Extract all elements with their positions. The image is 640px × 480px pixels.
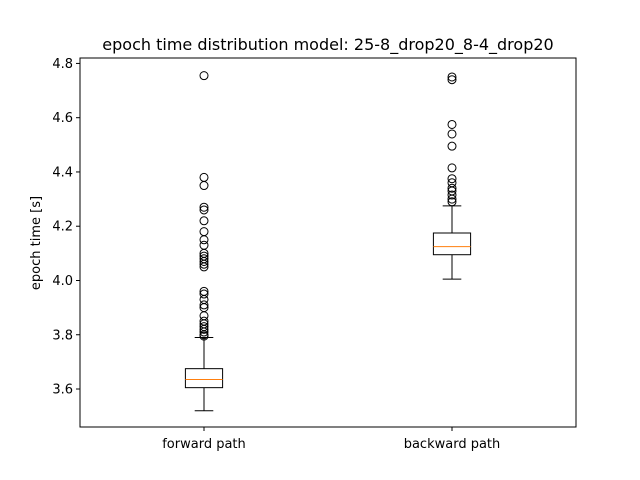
chart-title: epoch time distribution model: 25-8_drop… [102, 35, 553, 55]
outlier-point [199, 172, 209, 182]
outlier-point [199, 202, 209, 212]
iqr-box [432, 232, 472, 256]
iqr-box [184, 368, 224, 389]
plot-area: 3.6 3.8 4.0 4.2 4.4 4.6 4.8 forward path backwar… [52, 57, 500, 452]
outlier-point [447, 119, 457, 129]
outlier-point [199, 262, 209, 272]
y-axis-label: epoch time [s] [29, 196, 44, 290]
outlier-point [447, 129, 457, 139]
outlier-point [447, 194, 457, 204]
outlier-point [199, 324, 209, 334]
outlier-point [199, 331, 209, 341]
y-tick-label: 3.6 [52, 383, 73, 398]
y-tick-label: 3.8 [52, 328, 73, 343]
outlier-point [199, 216, 209, 226]
outlier-point [447, 183, 457, 193]
axes-frame [79, 57, 577, 428]
outlier-point [199, 256, 209, 266]
x-tick-label: forward path [162, 437, 246, 452]
outlier-point [199, 181, 209, 191]
y-tick-label: 4.2 [52, 220, 73, 235]
outlier-point [199, 240, 209, 250]
outlier-point [199, 235, 209, 245]
outlier-point [447, 190, 457, 200]
outlier-point [447, 197, 457, 207]
outlier-point [447, 174, 457, 184]
outlier-point [199, 71, 209, 81]
outlier-point [447, 141, 457, 151]
outlier-point [199, 300, 209, 310]
outlier-point [447, 72, 457, 82]
x-tick-label: backward path [404, 437, 501, 452]
y-tick-label: 4.6 [52, 111, 73, 126]
outlier-point [199, 259, 209, 269]
y-tick-label: 4.0 [52, 274, 73, 289]
y-tick-label: 4.8 [52, 57, 73, 72]
outlier-point [199, 205, 209, 215]
outlier-point [199, 227, 209, 237]
y-tick-label: 4.4 [52, 165, 73, 180]
outlier-point [447, 75, 457, 85]
outlier-point [199, 289, 209, 299]
outlier-point [447, 163, 457, 173]
outlier-point [199, 327, 209, 337]
